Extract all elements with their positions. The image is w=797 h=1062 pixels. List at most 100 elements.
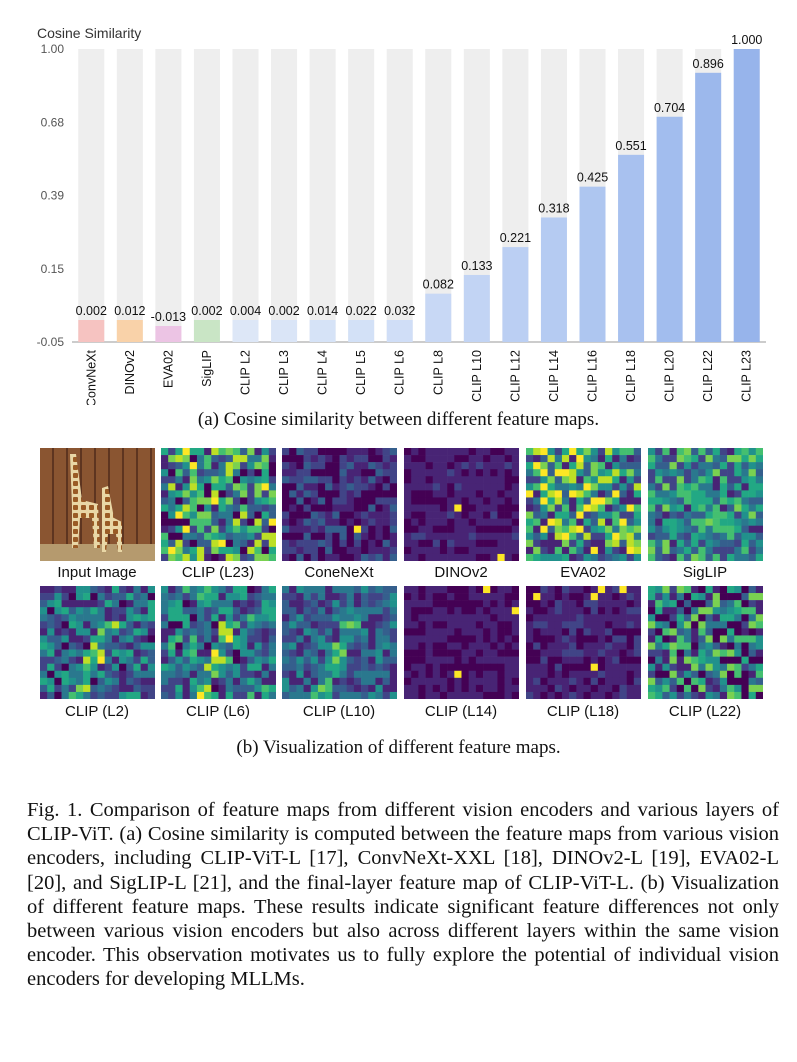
- x-axis-labels: ConvNeXt DINOv2 EVA02 SigLIP CLIP L2 CLIP L3 C…: [84, 349, 753, 405]
- background-bar: [271, 49, 298, 342]
- value-label: 0.032: [384, 304, 415, 318]
- x-tick-label: DINOv2: [123, 350, 137, 395]
- feature-map-heatmap: [648, 586, 764, 700]
- y-tick-label: 0.15: [41, 262, 65, 276]
- background-bar: [155, 49, 182, 342]
- y-tick-label: 0.68: [41, 115, 65, 129]
- x-tick-label: CLIP L4: [316, 350, 330, 395]
- value-label: 0.002: [268, 304, 299, 318]
- data-bar: [155, 326, 182, 342]
- value-labels: 0.002 0.012 -0.013 0.002 0.004 0.002 0.014 0.02…: [76, 33, 763, 324]
- feature-map-label: SigLIP: [682, 564, 728, 581]
- x-tick-label: CLIP L20: [663, 350, 677, 402]
- value-label: 1.000: [731, 33, 762, 47]
- feature-map-heatmap: [161, 448, 277, 562]
- x-tick-label: ConvNeXt: [84, 349, 98, 405]
- figure-caption-paragraph: Fig. 1. Comparison of feature maps from …: [27, 799, 779, 991]
- heatmap-cells: [404, 448, 520, 562]
- x-tick-label: CLIP L14: [547, 350, 561, 402]
- value-label: 0.704: [654, 101, 685, 115]
- heatmap-cells: [404, 586, 520, 700]
- data-bar: [540, 217, 567, 342]
- feature-map-label: Input Image: [57, 564, 137, 581]
- y-axis-ticks: 1.00 0.68 0.39 0.15 -0.05: [37, 42, 65, 349]
- feature-map-heatmap: [282, 448, 398, 562]
- data-bar: [78, 320, 105, 342]
- value-label: 0.004: [230, 304, 261, 318]
- background-bar: [425, 49, 452, 342]
- feature-map-heatmap: [526, 586, 642, 700]
- data-bars: [78, 49, 760, 343]
- heatmap-cells: [161, 448, 277, 562]
- x-tick-label: EVA02: [161, 350, 175, 388]
- input-image-giraffes: [40, 448, 155, 561]
- x-tick-label: CLIP L12: [508, 350, 522, 402]
- value-label: 0.014: [307, 304, 338, 318]
- giraffe-photo: [40, 448, 155, 561]
- feature-map-heatmap: [404, 448, 520, 562]
- value-label: 0.551: [615, 139, 646, 153]
- cosine-similarity-chart: Cosine Similarity 1.000.680.390.15-0.05 …: [37, 25, 766, 405]
- feature-map-label: CLIP (L18): [546, 703, 620, 720]
- y-tick-label: -0.05: [37, 335, 65, 349]
- heatmap-cells: [526, 586, 642, 700]
- value-label: -0.013: [151, 310, 186, 324]
- x-tick-label: CLIP L6: [393, 350, 407, 395]
- feature-map-label: EVA02: [560, 564, 606, 581]
- x-tick-label: CLIP L2: [239, 350, 253, 395]
- feature-map-label: CLIP (L10): [302, 703, 376, 720]
- data-bar: [618, 154, 645, 342]
- value-label: 0.082: [423, 278, 454, 292]
- background-bar: [348, 49, 375, 342]
- value-label: 0.022: [346, 304, 377, 318]
- x-tick-label: SigLIP: [200, 350, 214, 387]
- x-tick-label: CLIP L5: [354, 350, 368, 395]
- x-tick-label: CLIP L10: [470, 350, 484, 402]
- feature-map-heatmap: [161, 586, 277, 700]
- x-tick-label: CLIP L23: [740, 350, 754, 402]
- x-tick-label: CLIP L3: [277, 350, 291, 395]
- x-tick-label: CLIP L16: [586, 350, 600, 402]
- data-bar: [348, 320, 375, 342]
- data-bar: [116, 320, 143, 342]
- heatmap-cells: [526, 448, 642, 562]
- feature-map-heatmap: [40, 586, 156, 700]
- heatmap-cells: [282, 586, 398, 700]
- data-bar: [232, 320, 259, 342]
- heatmap-cells: [648, 448, 764, 562]
- background-bar: [193, 49, 220, 342]
- x-tick-label: CLIP L22: [701, 350, 715, 402]
- feature-map-label: CLIP (L2): [65, 703, 129, 720]
- data-bar: [386, 320, 413, 342]
- feature-map-heatmap: [648, 448, 764, 562]
- data-bar: [579, 186, 606, 342]
- background-bar: [309, 49, 336, 342]
- heatmap-cells: [648, 586, 764, 700]
- figure-a-caption: (a) Cosine similarity between different …: [197, 409, 600, 430]
- feature-map-label: CLIP (L23): [181, 564, 255, 581]
- value-label: 0.221: [500, 231, 531, 245]
- data-bar: [309, 320, 336, 342]
- x-tick-label: CLIP L18: [624, 350, 638, 402]
- background-bar: [116, 49, 143, 342]
- y-tick-label: 1.00: [41, 42, 65, 56]
- value-label: 0.012: [114, 304, 145, 318]
- data-bar: [695, 72, 722, 343]
- heatmap-cells: [161, 586, 277, 700]
- data-bar: [733, 49, 760, 342]
- x-tick-label: CLIP L8: [431, 350, 445, 395]
- value-label: 0.002: [191, 304, 222, 318]
- background-bar: [78, 49, 105, 342]
- feature-map-label: ConeNeXt: [304, 564, 374, 581]
- feature-map-label: DINOv2: [434, 564, 488, 581]
- value-label: 0.425: [577, 171, 608, 185]
- heatmap-cells: [282, 448, 398, 562]
- feature-map-label: CLIP (L22): [668, 703, 742, 720]
- feature-map-label: CLIP (L6): [186, 703, 250, 720]
- feature-map-heatmap: [282, 586, 398, 700]
- y-axis-title: Cosine Similarity: [37, 25, 141, 41]
- data-bar: [463, 274, 490, 342]
- value-label: 0.318: [538, 201, 569, 215]
- y-tick-label: 0.39: [41, 189, 65, 203]
- value-label: 0.896: [693, 57, 724, 71]
